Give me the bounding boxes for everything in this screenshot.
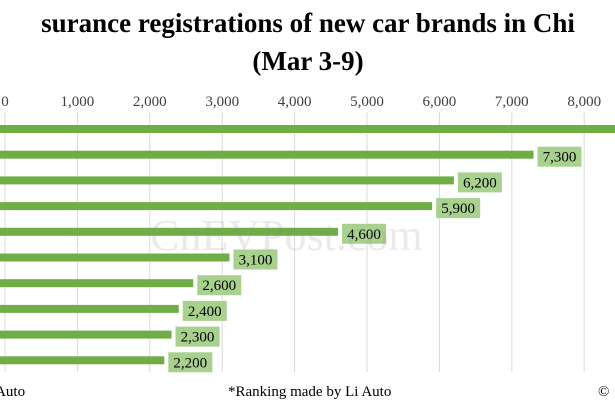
- data-label: 2,200: [168, 352, 213, 373]
- data-label-background: [168, 352, 213, 373]
- x-tick-label: 8,000: [567, 94, 601, 110]
- data-label-text: 2,600: [202, 278, 236, 294]
- data-label: 7,300: [537, 146, 582, 167]
- data-label-text: 2,400: [188, 304, 222, 320]
- x-tick-label: 5,000: [350, 94, 384, 110]
- data-label: 3,100: [233, 249, 278, 270]
- data-label-text: 6,200: [463, 175, 497, 191]
- x-tick-label: 6,000: [423, 94, 457, 110]
- x-tick-label: 4,000: [278, 94, 312, 110]
- bar: [0, 279, 194, 288]
- data-label-text: 2,200: [173, 355, 207, 371]
- data-label-text: 2,300: [181, 330, 215, 346]
- chart-title-line1: surance registrations of new car brands …: [41, 8, 575, 38]
- bar: [0, 176, 454, 185]
- x-axis-ticks: 0 1,000 2,000 3,000 4,000 5,000 6,000 7,000 8,00…: [1, 94, 601, 110]
- data-label: 2,300: [175, 326, 220, 347]
- bar: [0, 125, 615, 133]
- bar: [0, 253, 230, 262]
- bars: [0, 125, 615, 365]
- x-tick-label: 1,000: [61, 94, 95, 110]
- data-label: 4,600: [342, 223, 387, 244]
- data-label-background: [182, 300, 227, 321]
- data-label-background: [233, 249, 278, 270]
- x-tick-label: 3,000: [205, 94, 239, 110]
- data-label-text: 7,300: [543, 150, 577, 166]
- data-label-text: 5,900: [441, 201, 475, 217]
- footer-source-left: i Auto: [0, 384, 26, 400]
- x-tick-label: 0: [1, 94, 9, 110]
- bar: [0, 202, 433, 211]
- bar: [0, 356, 165, 365]
- data-label-background: [436, 198, 481, 219]
- data-label-background: [457, 172, 502, 193]
- data-label: 2,400: [182, 300, 227, 321]
- data-label-background: [197, 275, 242, 296]
- data-label-text: 4,600: [347, 227, 381, 243]
- data-label: 2,600: [197, 275, 242, 296]
- bar: [0, 150, 534, 159]
- bar: [0, 304, 179, 313]
- x-tick-label: 7,000: [495, 94, 529, 110]
- bar: [0, 227, 339, 236]
- footer-copyright: ©: [598, 384, 610, 400]
- chart-title-line2: (Mar 3-9): [252, 46, 364, 76]
- data-label-background: [342, 223, 387, 244]
- data-label-background: [175, 326, 220, 347]
- data-label-text: 3,100: [239, 253, 273, 269]
- data-label: 6,200: [457, 172, 502, 193]
- bar: [0, 330, 172, 339]
- x-tick-label: 2,000: [133, 94, 167, 110]
- footer-ranking-note: *Ranking made by Li Auto: [228, 384, 392, 400]
- data-label-background: [537, 146, 582, 167]
- data-label: 5,900: [436, 198, 481, 219]
